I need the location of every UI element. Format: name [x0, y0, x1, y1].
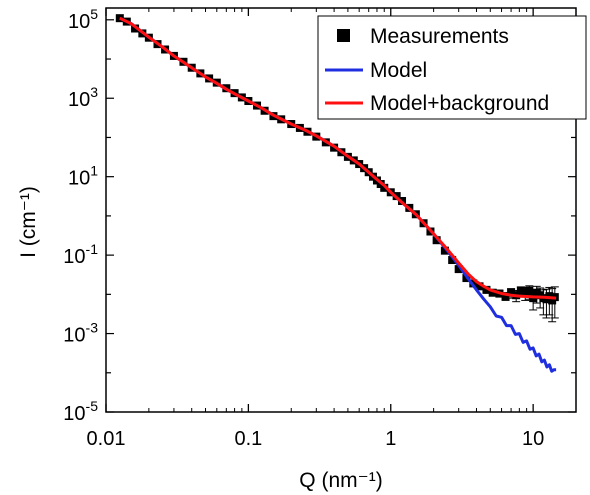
measurement-point: [448, 256, 457, 265]
legend-marker-measurements: [337, 29, 350, 42]
measurement-point: [525, 286, 534, 295]
measurement-point: [115, 14, 124, 23]
measurement-point: [432, 236, 441, 245]
y-tick-label: 103: [68, 84, 98, 111]
x-tick-label: 1: [385, 428, 396, 450]
y-tick-label: 10-5: [63, 398, 98, 425]
y-tick-label: 105: [68, 6, 98, 33]
measurement-point: [454, 265, 463, 274]
y-tick-label: 10-1: [63, 241, 98, 268]
x-tick-label: 0.1: [234, 428, 262, 450]
y-tick-label: 10-3: [63, 320, 98, 347]
measurement-point: [475, 282, 484, 291]
y-tick-label: 101: [68, 163, 98, 190]
model-background-series: [119, 16, 557, 300]
measurement-point: [488, 288, 497, 297]
legend-label-model: Model: [370, 59, 427, 82]
plot-area: [105, 7, 577, 413]
legend: Measurements Model Model+background: [317, 15, 587, 120]
x-tick-label: 0.01: [87, 428, 126, 450]
legend-label-measurements: Measurements: [370, 25, 509, 48]
plot-frame: [105, 7, 577, 413]
measurement-point: [501, 292, 510, 301]
measurement-point: [521, 288, 530, 297]
measurement-point: [516, 286, 525, 295]
measurement-point: [507, 288, 516, 297]
y-tick-labels: 10-5 10-3 10-1 101 103 105: [63, 6, 98, 425]
measurement-point: [482, 285, 491, 294]
x-tick-label: 10: [522, 428, 544, 450]
measurement-point: [440, 246, 449, 255]
x-axis-title: Q (nm⁻¹): [299, 469, 382, 492]
measurement-point: [380, 183, 389, 192]
x-tick-labels: 0.01 0.1 1 10: [87, 428, 545, 450]
y-axis-title: I (cm⁻¹): [17, 186, 40, 258]
model-background-line: [119, 16, 557, 300]
legend-label-model-background: Model+background: [370, 92, 549, 115]
